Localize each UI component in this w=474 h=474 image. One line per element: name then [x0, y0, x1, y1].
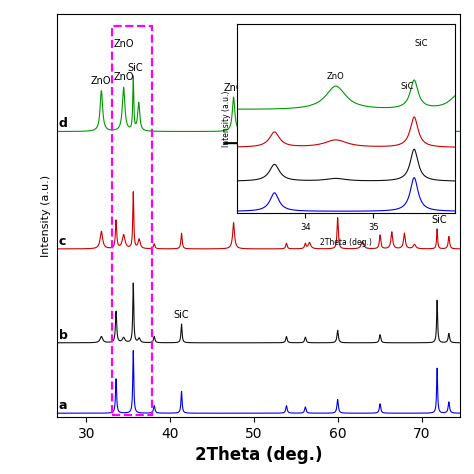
Text: SiC: SiC	[127, 63, 143, 73]
Text: SiC: SiC	[414, 39, 428, 48]
Text: ZnO: ZnO	[113, 72, 134, 82]
Text: ZnO: ZnO	[307, 105, 328, 115]
Text: ZnO: ZnO	[91, 76, 111, 86]
Text: ZnO: ZnO	[404, 100, 425, 109]
X-axis label: 2Theta (deg.): 2Theta (deg.)	[320, 237, 372, 246]
Text: b: b	[59, 328, 67, 342]
Text: c: c	[59, 235, 66, 248]
Text: a: a	[59, 399, 67, 412]
Text: ZnO: ZnO	[113, 39, 134, 49]
Y-axis label: Intensity (a.u.): Intensity (a.u.)	[41, 174, 51, 257]
Text: ZnO: ZnO	[302, 100, 323, 110]
Text: d: d	[59, 118, 67, 130]
Text: ZnO: ZnO	[223, 83, 244, 93]
Text: ZnO: ZnO	[377, 93, 398, 104]
Text: ZnO: ZnO	[394, 97, 415, 107]
Text: SiC: SiC	[173, 310, 189, 320]
Text: SiC: SiC	[330, 204, 346, 214]
Text: ZnO: ZnO	[327, 72, 345, 81]
Text: ZnO: ZnO	[352, 83, 373, 93]
X-axis label: 2Theta (deg.): 2Theta (deg.)	[195, 447, 322, 465]
Y-axis label: Intensity (a.u.): Intensity (a.u.)	[222, 91, 231, 146]
Bar	[112, 26, 152, 415]
Text: SiC: SiC	[401, 82, 414, 91]
Text: SiC: SiC	[432, 215, 447, 225]
